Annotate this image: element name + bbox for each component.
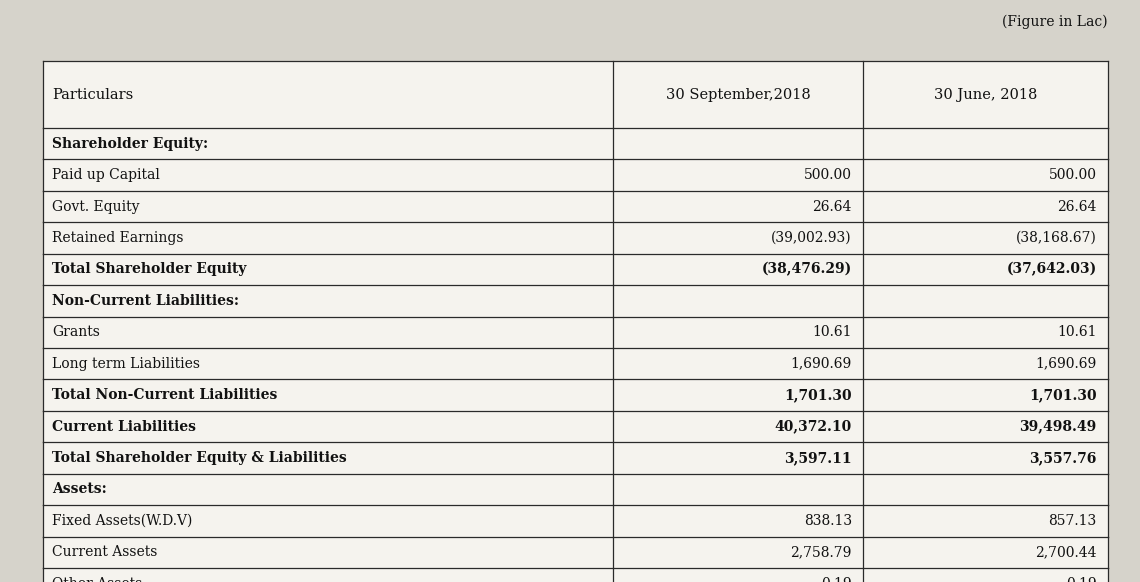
Bar xyxy=(43,159,1108,191)
Text: Current Assets: Current Assets xyxy=(52,545,157,559)
Text: Retained Earnings: Retained Earnings xyxy=(52,231,184,245)
Text: Assets:: Assets: xyxy=(52,482,107,496)
Bar xyxy=(43,254,1108,285)
Bar xyxy=(43,505,1108,537)
Text: 0.19: 0.19 xyxy=(1066,577,1097,582)
Bar xyxy=(43,128,1108,159)
Text: 2,758.79: 2,758.79 xyxy=(790,545,852,559)
Text: Shareholder Equity:: Shareholder Equity: xyxy=(52,137,209,151)
Bar xyxy=(43,442,1108,474)
Text: (Figure in Lac): (Figure in Lac) xyxy=(1002,15,1108,29)
Text: 838.13: 838.13 xyxy=(804,514,852,528)
Text: Govt. Equity: Govt. Equity xyxy=(52,200,140,214)
Bar xyxy=(43,379,1108,411)
Bar xyxy=(43,317,1108,348)
Text: 500.00: 500.00 xyxy=(1049,168,1097,182)
Bar xyxy=(43,474,1108,505)
Text: 3,597.11: 3,597.11 xyxy=(784,451,852,465)
Text: Current Liabilities: Current Liabilities xyxy=(52,420,196,434)
Text: Paid up Capital: Paid up Capital xyxy=(52,168,161,182)
Text: (38,476.29): (38,476.29) xyxy=(762,262,852,276)
Text: Total Non-Current Liabilities: Total Non-Current Liabilities xyxy=(52,388,278,402)
Bar xyxy=(43,568,1108,582)
Text: 2,700.44: 2,700.44 xyxy=(1035,545,1097,559)
Text: 10.61: 10.61 xyxy=(813,325,852,339)
Bar xyxy=(43,222,1108,254)
Text: 0.19: 0.19 xyxy=(821,577,852,582)
Text: 40,372.10: 40,372.10 xyxy=(774,420,852,434)
Bar xyxy=(43,61,1108,128)
Text: (39,002.93): (39,002.93) xyxy=(771,231,852,245)
Text: Particulars: Particulars xyxy=(52,87,133,102)
Text: (38,168.67): (38,168.67) xyxy=(1016,231,1097,245)
Text: 1,701.30: 1,701.30 xyxy=(784,388,852,402)
Text: Total Shareholder Equity: Total Shareholder Equity xyxy=(52,262,247,276)
Text: 1,701.30: 1,701.30 xyxy=(1029,388,1097,402)
Text: Non-Current Liabilities:: Non-Current Liabilities: xyxy=(52,294,239,308)
Text: 39,498.49: 39,498.49 xyxy=(1019,420,1097,434)
Text: 857.13: 857.13 xyxy=(1049,514,1097,528)
Text: 1,690.69: 1,690.69 xyxy=(790,357,852,371)
Text: (37,642.03): (37,642.03) xyxy=(1007,262,1097,276)
Bar xyxy=(43,285,1108,317)
Text: 30 June, 2018: 30 June, 2018 xyxy=(934,87,1037,102)
Text: Total Shareholder Equity & Liabilities: Total Shareholder Equity & Liabilities xyxy=(52,451,348,465)
Text: 30 September,2018: 30 September,2018 xyxy=(666,87,811,102)
Text: Grants: Grants xyxy=(52,325,100,339)
Text: 10.61: 10.61 xyxy=(1057,325,1097,339)
Text: Fixed Assets(W.D.V): Fixed Assets(W.D.V) xyxy=(52,514,193,528)
Bar xyxy=(43,411,1108,442)
Text: Other Assets: Other Assets xyxy=(52,577,142,582)
Text: 3,557.76: 3,557.76 xyxy=(1029,451,1097,465)
Text: 1,690.69: 1,690.69 xyxy=(1035,357,1097,371)
Text: 26.64: 26.64 xyxy=(1057,200,1097,214)
Bar xyxy=(43,191,1108,222)
Text: 500.00: 500.00 xyxy=(804,168,852,182)
Bar xyxy=(43,348,1108,379)
Bar xyxy=(43,537,1108,568)
Text: Long term Liabilities: Long term Liabilities xyxy=(52,357,201,371)
Text: 26.64: 26.64 xyxy=(813,200,852,214)
